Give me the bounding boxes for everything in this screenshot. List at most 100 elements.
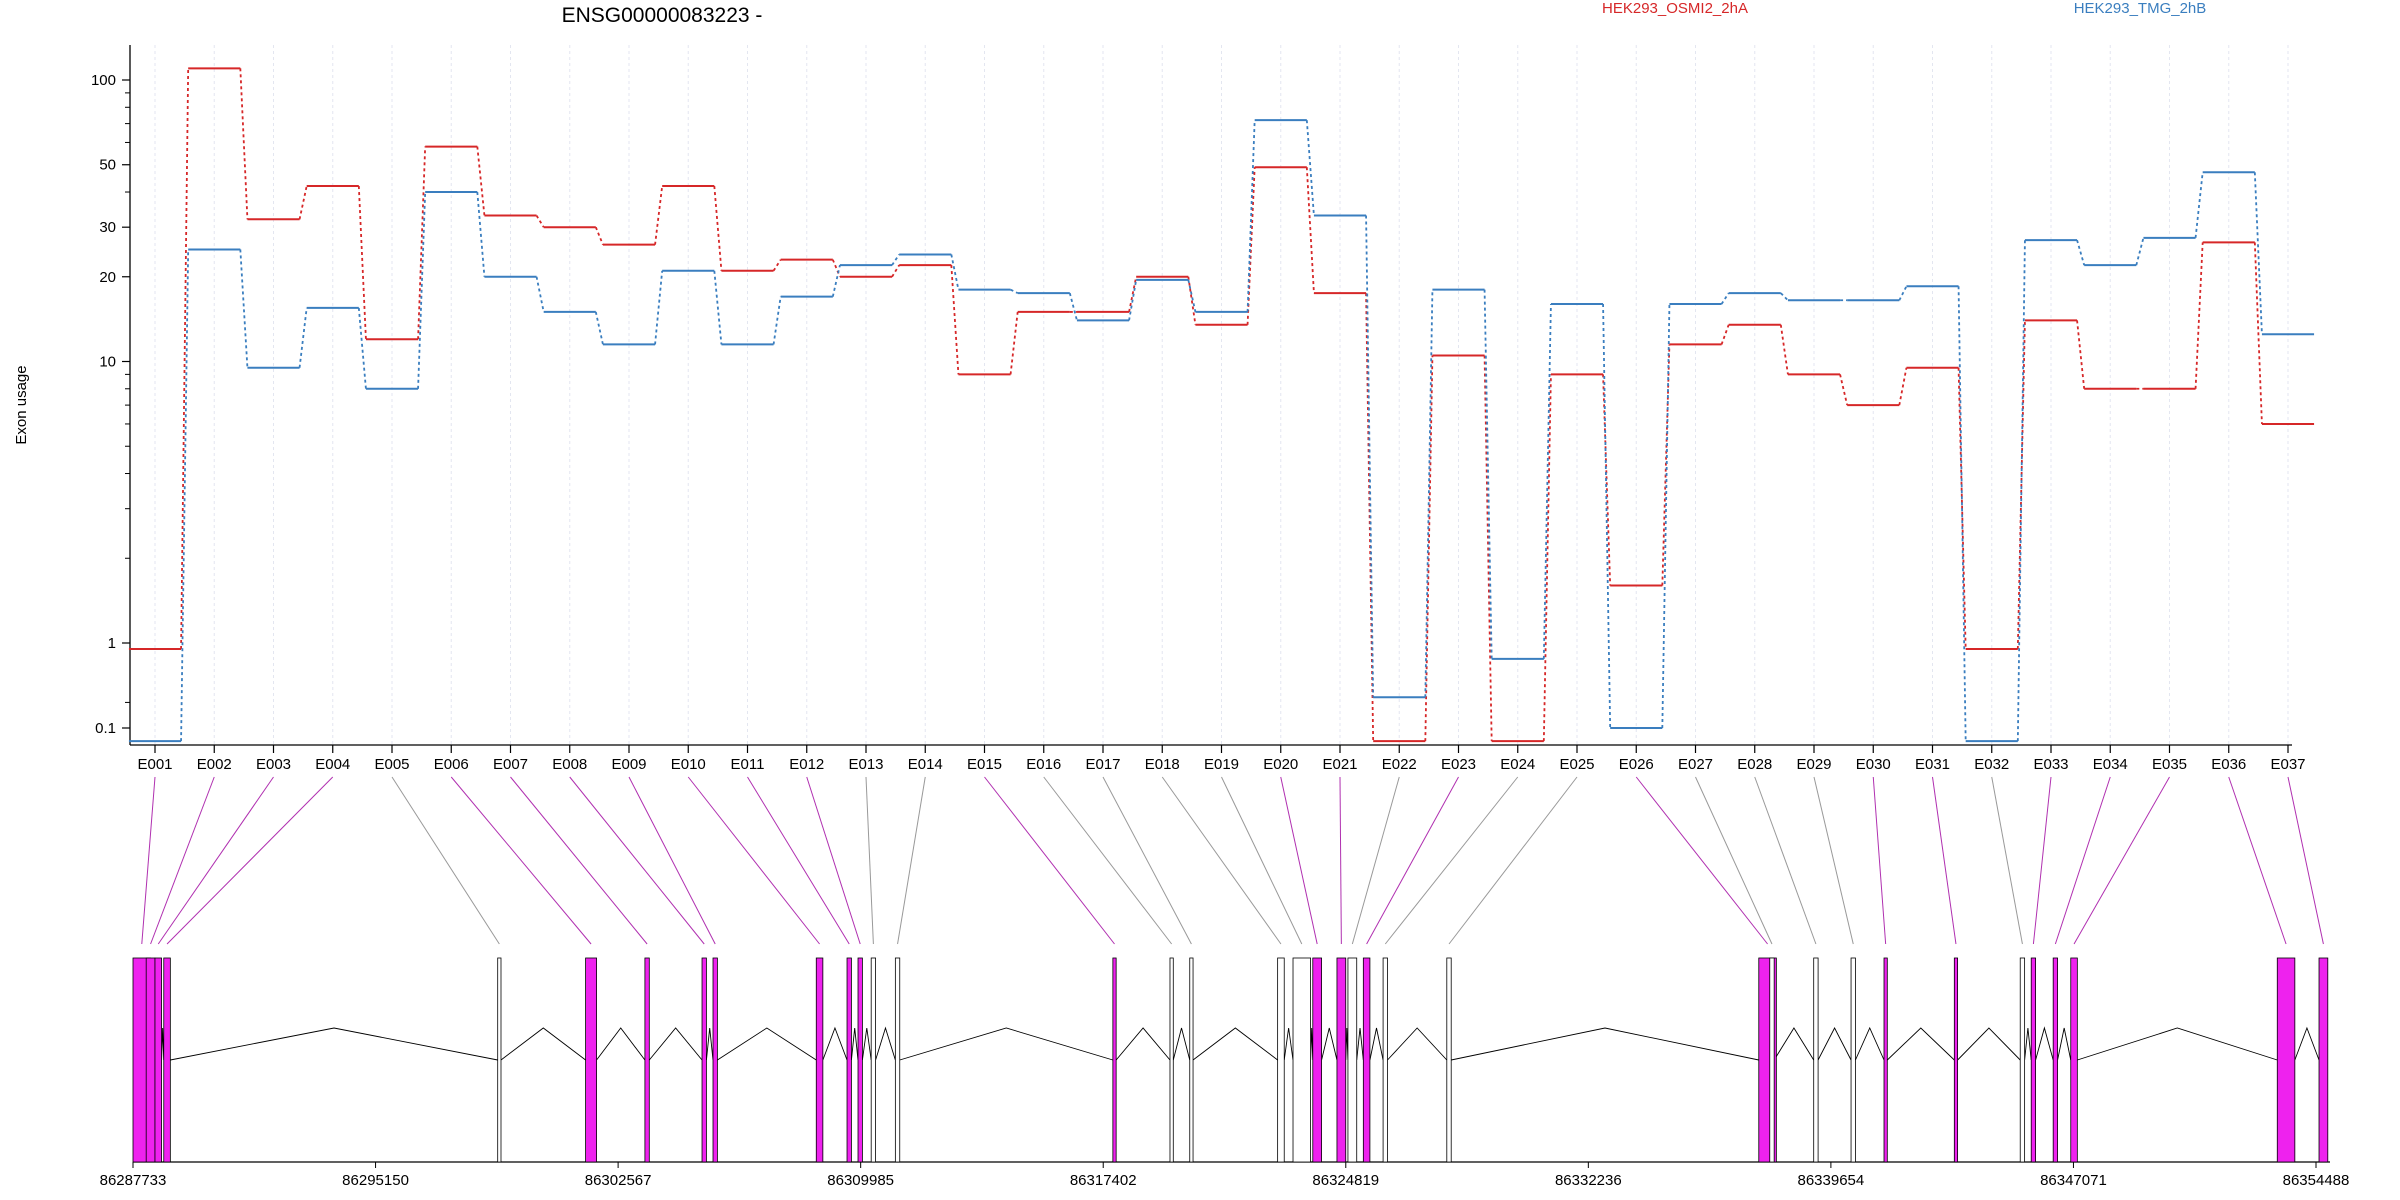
exon-box-e004 [163,957,171,1163]
y-tick-label: 10 [99,354,116,371]
intron-line [1369,1027,1384,1061]
exon-connector [1351,776,1400,945]
exon-label-e037: E037 [2270,756,2305,773]
exon-connector [157,776,274,945]
genomic-tick-label: 86354488 [2283,1172,2350,1189]
exon-box-e024 [1382,957,1388,1163]
series-connector [2194,242,2204,389]
series-connector [535,215,545,228]
exon-box-e009 [712,957,718,1163]
genomic-tick-label: 86317402 [1070,1172,1137,1189]
connector-layer [141,776,2324,945]
exon-box-e023 [1362,957,1371,1163]
exon-connector [1384,776,1519,945]
intron-line [2024,1027,2032,1061]
exon-connector [450,776,592,945]
exon-label-e027: E027 [1678,756,1713,773]
intron-line [850,1027,859,1061]
exon-connector [1339,776,1342,945]
genomic-tick-label: 86324819 [1312,1172,1379,1189]
series-connector [1305,120,1315,216]
series-layer [128,67,2315,743]
series-connector [713,185,723,271]
exon-connector [1813,776,1854,945]
exon-label-e015: E015 [967,756,1002,773]
series-connector [1128,279,1138,321]
series-connector [1957,286,1967,742]
series-connector [1483,355,1493,742]
series-connector [594,226,604,246]
series-connector [1483,289,1493,659]
exon-box-e034 [2052,957,2058,1163]
intron-line [648,1027,703,1061]
exon-box-e032 [2019,957,2026,1163]
series-connector [1365,215,1375,698]
series-connector [1898,367,1908,406]
exon-box-e019 [1292,957,1311,1163]
exon-label-e033: E033 [2033,756,2068,773]
intron-line [822,1026,848,1061]
series-connector [1779,324,1789,375]
series-connector [1542,304,1552,659]
series-connector [476,191,486,277]
genomic-tick-label: 86332236 [1555,1172,1622,1189]
y-tick-label: 1 [108,635,116,652]
exon-connector [2073,776,2170,945]
series-connector [1424,355,1434,742]
exon-label-e005: E005 [374,756,409,773]
exon-connector [1932,776,1957,945]
series-connector [357,186,367,340]
intron-line [899,1027,1113,1061]
exon-box-e030 [1883,957,1888,1163]
exon-box-e035 [2070,957,2078,1163]
intron-line [1356,1027,1364,1061]
exon-label-e028: E028 [1737,756,1772,773]
exon-label-e018: E018 [1145,756,1180,773]
exon-label-e029: E029 [1796,756,1831,773]
series-connector [1602,374,1612,586]
y-tick-label: 50 [99,157,116,174]
intron-line [861,1027,872,1061]
exon-connector [865,776,874,945]
series-connector [2135,237,2145,266]
exon-box-e003 [154,957,162,1163]
intron-line [1855,1026,1885,1061]
series-osmi2 [128,67,2315,743]
series-connector [298,185,308,220]
intron-line [170,1027,498,1061]
exon-connector [1161,776,1282,945]
exon-connector [1635,776,1768,945]
series-connector [417,146,427,340]
series-connector [417,191,427,389]
intron-line [2057,1027,2072,1061]
exon-box-e014 [894,957,901,1163]
series-connector [1780,292,1789,301]
intron-line [705,1027,714,1061]
series-connector [2076,239,2086,266]
chart-title: ENSG00000083223 - [562,4,763,27]
exon-box-e017 [1189,957,1194,1163]
exon-connector [1221,776,1303,945]
exon-label-e020: E020 [1263,756,1298,773]
series-connector [772,296,782,345]
series-connector [1661,304,1671,729]
intron-line [1817,1027,1852,1061]
exon-label-e034: E034 [2093,756,2128,773]
series-connector [1542,374,1552,742]
series-connector [180,249,190,742]
grid-layer [154,45,2289,745]
intron-line [1886,1027,1955,1061]
exon-label-e032: E032 [1974,756,2009,773]
exon-connector [1043,776,1173,945]
intron-line [1957,1027,2021,1061]
legend-series-tmg: HEK293_TMG_2hB [2074,0,2207,17]
y-axis-label: Exon usage [13,365,30,444]
intron-line [1451,1027,1759,1061]
series-connector [2253,172,2263,335]
exon-connector [2228,776,2287,945]
series-connector [1839,374,1849,406]
intron-line [1172,1027,1191,1061]
exon-box-e010 [815,957,824,1163]
series-connector [1720,292,1730,305]
series-connector [2253,242,2263,424]
